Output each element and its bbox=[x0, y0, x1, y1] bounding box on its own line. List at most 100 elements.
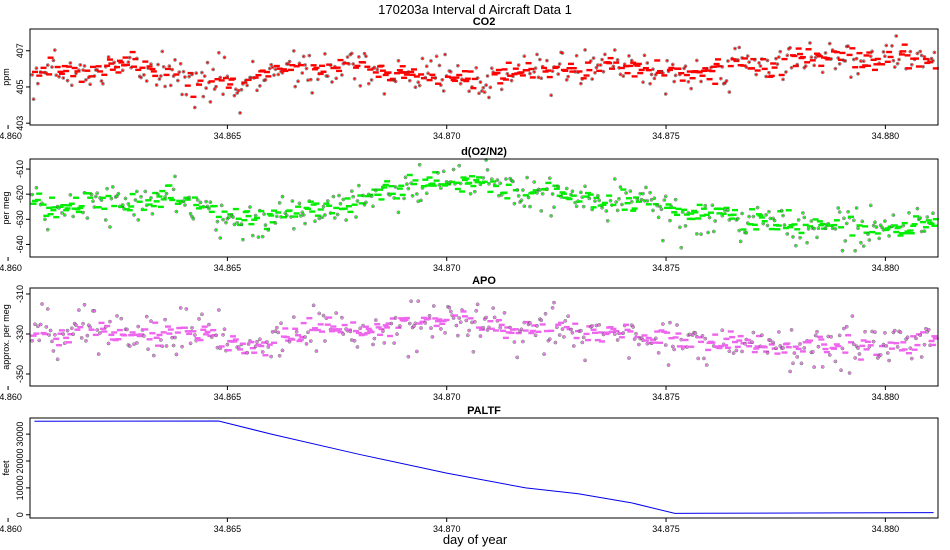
data-point bbox=[579, 82, 582, 85]
data-point bbox=[36, 74, 43, 77]
data-point-outline bbox=[347, 62, 351, 66]
data-point bbox=[661, 239, 664, 242]
data-point bbox=[169, 84, 172, 87]
data-point-outline bbox=[515, 355, 520, 360]
data-point bbox=[352, 195, 355, 198]
data-point bbox=[318, 312, 321, 315]
data-point bbox=[583, 332, 590, 336]
data-point bbox=[271, 209, 278, 212]
data-point bbox=[226, 75, 229, 78]
data-point bbox=[57, 75, 61, 78]
data-point bbox=[409, 73, 416, 77]
data-point bbox=[31, 73, 34, 76]
data-point bbox=[907, 211, 911, 214]
data-point bbox=[587, 193, 594, 196]
data-point bbox=[286, 209, 293, 212]
data-point bbox=[748, 215, 751, 218]
data-point bbox=[622, 331, 625, 335]
data-point bbox=[710, 65, 717, 68]
data-point-outline bbox=[528, 320, 532, 325]
data-point bbox=[108, 333, 115, 337]
data-point bbox=[558, 321, 565, 325]
data-point bbox=[838, 62, 841, 65]
data-point bbox=[74, 324, 78, 327]
data-point bbox=[63, 209, 70, 212]
data-point bbox=[58, 329, 65, 332]
data-point bbox=[379, 69, 386, 72]
data-point bbox=[909, 347, 912, 350]
data-point bbox=[590, 206, 597, 209]
data-point bbox=[657, 351, 660, 354]
data-point bbox=[268, 214, 275, 217]
data-point bbox=[135, 57, 138, 60]
data-point bbox=[128, 205, 135, 208]
data-point bbox=[883, 331, 886, 334]
data-point bbox=[717, 207, 724, 211]
data-point bbox=[796, 63, 799, 66]
data-point bbox=[769, 339, 772, 342]
data-point-outline bbox=[207, 206, 211, 211]
data-point-outline bbox=[211, 67, 216, 72]
data-point-outline bbox=[827, 41, 832, 46]
data-point bbox=[848, 371, 851, 375]
data-point bbox=[195, 71, 198, 75]
data-point bbox=[258, 84, 261, 87]
data-point bbox=[791, 223, 798, 226]
data-point bbox=[562, 69, 569, 72]
data-point bbox=[341, 323, 348, 327]
data-point bbox=[813, 227, 816, 230]
data-point bbox=[347, 210, 354, 214]
data-point bbox=[779, 344, 782, 347]
x-tick-label: 34.870 bbox=[433, 131, 461, 141]
data-point bbox=[828, 353, 831, 357]
data-point-outline bbox=[795, 355, 800, 359]
data-point-outline bbox=[159, 74, 163, 78]
data-point bbox=[61, 64, 68, 68]
data-point-outline bbox=[409, 299, 414, 304]
data-point-outline bbox=[837, 333, 842, 338]
data-point bbox=[100, 199, 103, 202]
data-point-outline bbox=[816, 344, 821, 349]
data-point-outline bbox=[593, 199, 597, 203]
plot-frame bbox=[29, 287, 939, 387]
data-point-outline bbox=[159, 338, 163, 342]
data-point bbox=[529, 329, 536, 333]
data-point bbox=[417, 81, 420, 84]
data-point bbox=[504, 197, 511, 200]
data-point bbox=[759, 64, 762, 68]
data-point bbox=[220, 204, 223, 207]
data-point bbox=[282, 69, 289, 73]
data-point bbox=[429, 59, 433, 62]
data-point-outline bbox=[847, 371, 852, 375]
data-point-outline bbox=[313, 219, 317, 224]
data-point bbox=[562, 335, 565, 338]
data-point bbox=[129, 50, 136, 54]
data-point bbox=[136, 334, 143, 338]
data-point-outline bbox=[393, 185, 398, 189]
plot-frame bbox=[29, 417, 939, 519]
data-point bbox=[314, 328, 321, 332]
data-point-outline bbox=[222, 327, 227, 332]
data-point bbox=[632, 325, 635, 329]
data-point bbox=[396, 69, 403, 72]
data-point-outline bbox=[143, 189, 148, 194]
data-point bbox=[857, 358, 864, 361]
data-point-outline bbox=[218, 236, 223, 240]
data-point bbox=[745, 66, 748, 69]
data-point bbox=[407, 187, 410, 190]
data-point bbox=[623, 323, 630, 326]
data-point-outline bbox=[202, 74, 207, 79]
data-point bbox=[871, 50, 874, 53]
data-point-outline bbox=[65, 328, 70, 333]
data-point bbox=[481, 180, 488, 183]
data-point bbox=[650, 198, 653, 201]
data-point-outline bbox=[908, 49, 913, 54]
data-point-outline bbox=[538, 57, 542, 62]
data-point-outline bbox=[132, 213, 136, 217]
data-point bbox=[367, 82, 370, 85]
data-point-outline bbox=[351, 194, 356, 199]
data-point bbox=[155, 344, 162, 347]
data-point bbox=[844, 59, 847, 63]
data-point bbox=[774, 228, 781, 231]
data-point-outline bbox=[344, 218, 348, 222]
